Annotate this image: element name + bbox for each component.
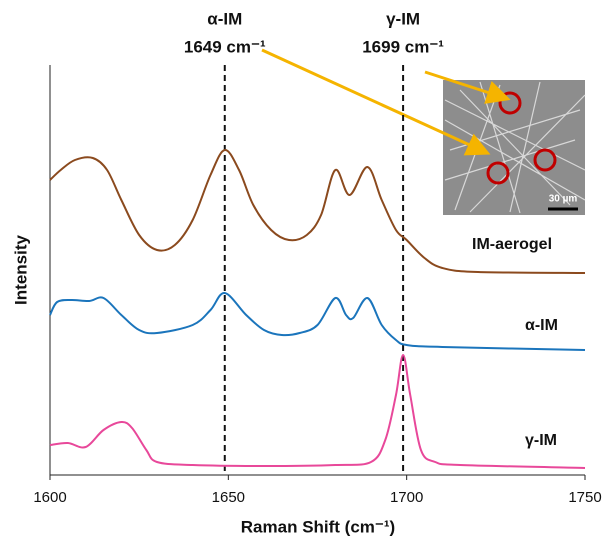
annotation-title: α-IM [207,9,242,28]
spectrum-line [50,293,585,350]
y-axis-label: Intensity [11,235,30,305]
sem-inset: 30 µm [443,80,585,215]
annotation-subtitle: 1699 cm⁻¹ [362,37,444,56]
x-tick-label: 1650 [212,489,245,506]
annotation-subtitle: 1649 cm⁻¹ [184,37,266,56]
inset-scale-label: 30 µm [549,194,578,205]
annotation-title: γ-IM [386,9,420,28]
spectrum-line [50,355,585,468]
x-tick-label: 1700 [390,489,423,506]
series-label: γ-IM [525,432,557,449]
series-label: α-IM [525,317,558,334]
x-tick-label: 1600 [33,489,66,506]
series-label: IM-aerogel [472,236,552,253]
chart: Intensity Raman Shift (cm⁻¹) 30 µm 1600 1… [0,0,606,543]
x-tick-label: 1750 [568,489,601,506]
x-axis-label: Raman Shift (cm⁻¹) [241,517,395,536]
